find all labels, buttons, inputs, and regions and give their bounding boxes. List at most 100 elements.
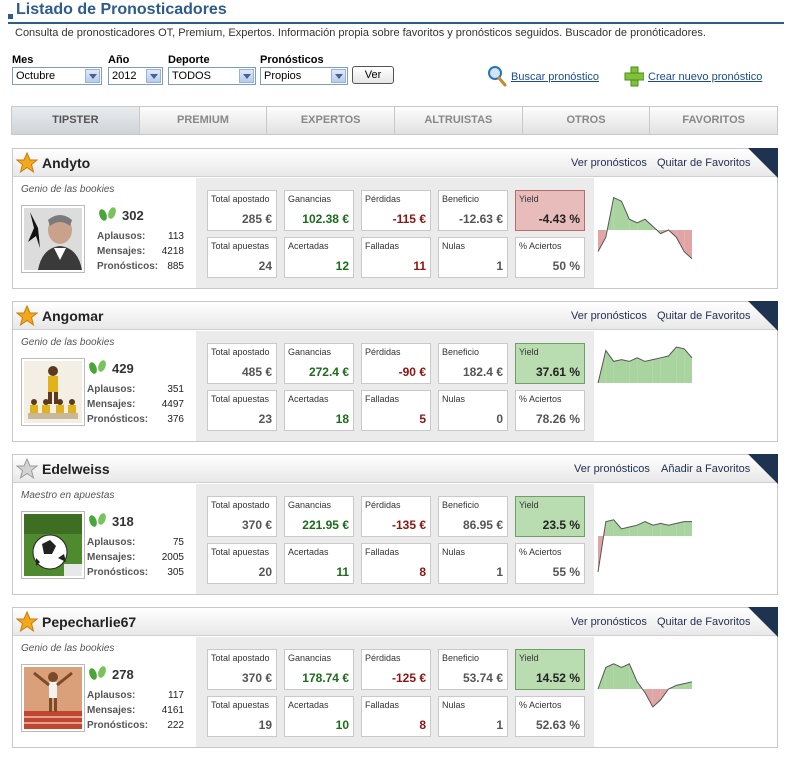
chevron-down-icon[interactable]: [239, 69, 254, 83]
cell-total-apostado: Total apostado 370 €: [207, 496, 277, 537]
cell-total-apostado-value: 370 €: [241, 671, 272, 685]
pronosticos-select[interactable]: Propios: [260, 67, 348, 85]
trend-area-segment: [621, 663, 630, 689]
cell-beneficio-label: Beneficio: [442, 347, 480, 357]
tab-altruistas[interactable]: ALTRUISTAS: [395, 107, 523, 134]
favorite-star-icon[interactable]: [16, 152, 38, 174]
cell-perdidas: Pérdidas -125 €: [361, 649, 431, 690]
favorites-toggle-link[interactable]: Quitar de Favoritos: [657, 157, 751, 169]
cell-yield-label: Yield: [519, 653, 539, 663]
stat-pronosticos: Pronósticos: 376: [87, 414, 184, 425]
cell-total-apuestas-label: Total apuestas: [211, 700, 270, 710]
tab-premium[interactable]: PREMIUM: [140, 107, 268, 134]
cell-perdidas-label: Pérdidas: [365, 194, 401, 204]
tipster-card-body: Maestro en apuestas 318 Aplausos: 75 Mensaje…: [13, 484, 777, 594]
stat-pronosticos-value: 305: [167, 567, 184, 578]
cell-total-apostado-value: 485 €: [241, 365, 272, 379]
ano-select[interactable]: 2012: [108, 67, 163, 85]
stat-aplausos-value: 351: [167, 384, 184, 395]
crear-pronostico-link[interactable]: Crear nuevo pronóstico: [624, 66, 762, 87]
claps-icon-wrap: [97, 205, 119, 223]
trend-area-segment: [684, 521, 692, 536]
cell-perdidas-value: -115 €: [392, 212, 426, 226]
cell-perdidas-label: Pérdidas: [365, 347, 401, 357]
ano-select-value: 2012: [112, 70, 137, 82]
favorites-toggle-link[interactable]: Quitar de Favoritos: [657, 310, 751, 322]
trend-sparkline: [594, 331, 777, 441]
trend-chart: [597, 519, 692, 573]
chevron-down-icon[interactable]: [331, 69, 346, 83]
cell-perdidas-value: -125 €: [391, 671, 426, 685]
cell-total-apuestas-label: Total apuestas: [211, 394, 270, 404]
chevron-down-icon[interactable]: [85, 69, 100, 83]
ver-pronosticos-link[interactable]: Ver pronósticos: [574, 463, 650, 475]
trend-chart: [597, 196, 693, 260]
cell-aciertos: % Aciertos 50 %: [515, 237, 585, 278]
avatar[interactable]: [21, 358, 85, 426]
stat-mensajes-value: 2005: [161, 552, 184, 563]
tipster-name[interactable]: Angomar: [42, 308, 104, 324]
buscar-pronostico-link[interactable]: Buscar pronóstico: [488, 66, 599, 87]
tipster-rank: Maestro en apuestas: [21, 490, 115, 501]
trend-area-segment: [676, 347, 685, 383]
cell-total-apostado: Total apostado 285 €: [207, 190, 277, 231]
avatar[interactable]: [21, 205, 85, 273]
cell-ganancias-label: Ganancias: [288, 194, 332, 204]
tab-expertos[interactable]: EXPERTOS: [267, 107, 396, 134]
ver-pronosticos-link[interactable]: Ver pronósticos: [571, 616, 647, 628]
cell-total-apuestas: Total apuestas 23: [207, 390, 277, 431]
tipster-card: Andyto Ver pronósticos Quitar de Favoritos…: [12, 148, 778, 289]
cell-total-apuestas: Total apuestas 24: [207, 237, 277, 278]
cell-total-apuestas-label: Total apuestas: [211, 547, 270, 557]
tipster-name[interactable]: Pepecharlie67: [42, 614, 137, 630]
mes-select[interactable]: Octubre: [12, 67, 102, 85]
tipster-name[interactable]: Edelweiss: [42, 461, 110, 477]
tab-tipster[interactable]: TIPSTER: [12, 107, 140, 134]
ver-button[interactable]: Ver: [352, 66, 394, 84]
trend-area-segment: [621, 527, 630, 536]
trend-area-segment: [629, 219, 638, 230]
cell-acertadas-label: Acertadas: [288, 700, 329, 710]
cell-aciertos: % Aciertos 55 %: [515, 543, 585, 584]
avatar[interactable]: [21, 664, 85, 732]
filter-mes-label: Mes: [12, 54, 34, 66]
stat-mensajes: Mensajes: 4161: [87, 705, 184, 716]
cell-falladas-label: Falladas: [365, 700, 400, 710]
cell-yield-label: Yield: [519, 347, 539, 357]
ver-pronosticos-link[interactable]: Ver pronósticos: [571, 310, 647, 322]
cell-nulas-label: Nulas: [442, 700, 466, 710]
tipster-name[interactable]: Andyto: [42, 155, 91, 171]
cell-acertadas-value: 12: [335, 259, 349, 273]
avatar[interactable]: [21, 511, 85, 579]
magnifier-icon: [488, 66, 507, 87]
tab-otros[interactable]: OTROS: [523, 107, 651, 134]
ver-pronosticos-link[interactable]: Ver pronósticos: [571, 157, 647, 169]
tipster-card: Angomar Ver pronósticos Quitar de Favorito…: [12, 301, 778, 442]
cell-yield: Yield 23.5 %: [515, 496, 585, 537]
cell-total-apuestas: Total apuestas 20: [207, 543, 277, 584]
claps-count: 429: [112, 361, 134, 376]
tipster-card-body: Genio de las bookies 429 Aplausos: 351 Mensa…: [13, 331, 777, 441]
stat-aplausos-value: 117: [168, 690, 184, 701]
stats-grid: Total apostado 370 € Ganancias 178.74 € Pérd…: [196, 637, 594, 747]
cell-falladas-value: 8: [419, 718, 426, 732]
favorites-toggle-link[interactable]: Añadir a Favoritos: [661, 463, 751, 475]
trend-area-segment: [613, 197, 622, 230]
empty-star-icon[interactable]: [16, 458, 38, 480]
favorites-toggle-link[interactable]: Quitar de Favoritos: [657, 616, 751, 628]
claps-count: 278: [112, 667, 134, 682]
cell-yield-value: 14.52 %: [535, 671, 580, 685]
favorite-star-icon[interactable]: [16, 611, 38, 633]
cell-ganancias-label: Ganancias: [288, 500, 332, 510]
trend-area-segment: [652, 357, 661, 383]
tab-favoritos[interactable]: FAVORITOS: [682, 114, 745, 126]
cell-nulas-label: Nulas: [442, 241, 466, 251]
cell-beneficio-label: Beneficio: [442, 653, 480, 663]
deporte-select[interactable]: TODOS: [168, 67, 256, 85]
trend-sparkline: [594, 178, 777, 288]
favorite-star-icon[interactable]: [16, 305, 38, 327]
cell-nulas: Nulas 1: [438, 696, 508, 737]
stat-mensajes-value: 4497: [161, 399, 184, 410]
trend-area-segment: [637, 521, 645, 536]
chevron-down-icon[interactable]: [146, 69, 161, 83]
